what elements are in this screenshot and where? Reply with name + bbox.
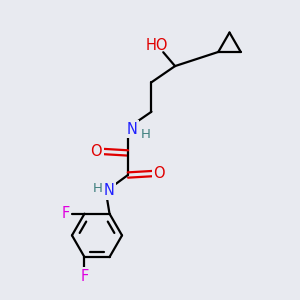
Text: O: O (154, 166, 165, 181)
Text: H: H (141, 128, 151, 141)
Text: H: H (93, 182, 103, 195)
Text: F: F (61, 206, 70, 221)
Text: O: O (91, 144, 102, 159)
Text: HO: HO (146, 38, 169, 53)
Text: N: N (127, 122, 138, 137)
Text: N: N (104, 183, 115, 198)
Text: F: F (80, 269, 88, 284)
